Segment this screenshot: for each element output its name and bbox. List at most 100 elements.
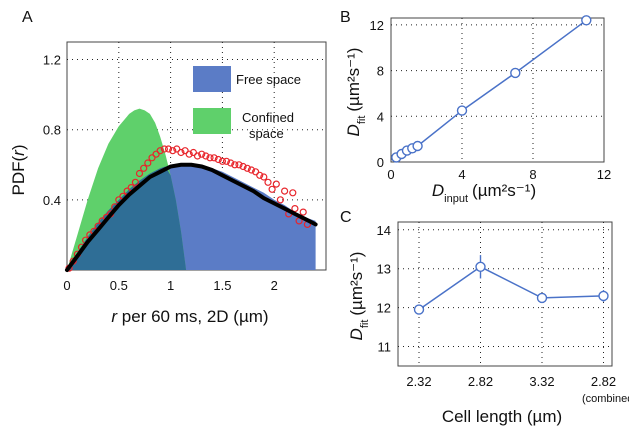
- panel-a-y-axis-label: PDF(r): [9, 144, 28, 195]
- panel-a-x-label-symbol: r: [111, 307, 118, 326]
- data-point: [140, 164, 148, 172]
- panel-a-x-tick-label: 1.5: [213, 278, 231, 293]
- panel-b-x-label-unit: (µm²s⁻¹): [472, 181, 536, 200]
- panel-c-y-tick-label: 13: [377, 262, 391, 277]
- data-point: [210, 154, 218, 162]
- legend-swatch-free: [193, 66, 231, 92]
- panel-b-marker: [510, 67, 521, 79]
- panel-b-y-label-symbol: D: [344, 124, 363, 136]
- panel-c-marker: [413, 304, 425, 315]
- panel-b-marker: [412, 140, 423, 152]
- data-point: [135, 169, 144, 178]
- legend-label-confined: Confined space: [242, 110, 294, 141]
- panel-c-grid: [398, 222, 612, 366]
- panel-a-y-label-text: PDF(: [9, 156, 28, 196]
- data-point: [256, 171, 264, 179]
- panel-c-x-axis-label: Cell length (µm): [442, 407, 562, 426]
- legend-label-confined-line: Confined: [242, 110, 294, 125]
- panel-b-y-label-unit: (µm²s⁻¹): [344, 48, 363, 112]
- panel-a-x-tick-label: 1: [167, 278, 174, 293]
- data-point: [268, 185, 276, 193]
- data-point: [148, 154, 156, 162]
- panel-c-y-tick-label: 12: [377, 301, 391, 316]
- panel-c-marker: [536, 292, 548, 304]
- panel-c-y-axis-label: Dfit (µm²s⁻¹): [347, 252, 371, 341]
- panel-c-marker: [598, 290, 609, 302]
- panel-a-ticks: 0 0.5 1 1.5 2 0.4 0.8 1.2: [43, 53, 278, 293]
- panel-b-y-tick-label: 8: [377, 64, 384, 79]
- panel-b: B 0 4 8 12 0 4 8 12 Dinput (µm²s⁻¹) Dfit (µm²s⁻¹): [340, 9, 611, 205]
- panel-a-x-label-text: per 60 ms, 2D (µm): [117, 307, 269, 326]
- data-point: [218, 157, 226, 165]
- data-point: [160, 145, 168, 153]
- data-point: [181, 147, 189, 155]
- panel-c-x-tick-label: 2.32: [406, 374, 431, 389]
- panel-letter-b: B: [340, 9, 351, 26]
- panel-a-series: [65, 108, 318, 272]
- data-point: [152, 150, 160, 158]
- data-point: [206, 154, 214, 162]
- data-point: [164, 145, 173, 153]
- data-point: [247, 166, 255, 174]
- data-point: [235, 161, 243, 169]
- panel-b-x-label-text: Dinput (µm²s⁻¹): [432, 181, 536, 205]
- panel-c-x-tick-label: 2.82: [591, 374, 616, 389]
- panel-c-x-tick-label: 2.82: [468, 374, 493, 389]
- data-point: [222, 157, 231, 165]
- panel-letter-a: A: [22, 9, 33, 26]
- data-point: [189, 148, 197, 157]
- panel-c: C 2.32 2.82 3.32 2.82 (combined) 11 12 13 14 Cel…: [340, 209, 629, 426]
- data-point: [173, 145, 181, 153]
- panel-c-y-label-unit: (µm²s⁻¹): [347, 252, 366, 316]
- data-point: [289, 189, 297, 197]
- panel-c-y-tick-label: 11: [378, 340, 392, 355]
- data-point: [272, 180, 280, 188]
- data-point: [291, 205, 299, 213]
- panel-b-x-tick-label: 12: [597, 167, 611, 182]
- panel-a-x-axis-label: r per 60 ms, 2D (µm): [111, 307, 268, 326]
- data-point: [264, 178, 272, 186]
- panel-a-x-tick-label: 0: [63, 278, 70, 293]
- panel-b-x-label-symbol: D: [432, 181, 444, 200]
- data-point: [144, 159, 152, 167]
- panel-b-line: [395, 19, 587, 159]
- data-point: [202, 152, 210, 160]
- panel-letter-c: C: [340, 209, 352, 226]
- legend-label-confined-line: space: [249, 126, 284, 141]
- data-point: [185, 150, 193, 158]
- data-point: [260, 173, 268, 181]
- data-point: [231, 161, 239, 169]
- panel-c-y-tick-label: 14: [377, 223, 391, 238]
- panel-c-y-label-subscript: fit: [359, 320, 371, 329]
- data-point: [227, 159, 235, 167]
- panel-b-marker: [581, 15, 592, 26]
- legend-swatch-confined: [193, 108, 231, 134]
- panel-a-x-tick-label: 2: [271, 278, 278, 293]
- panel-b-y-label-subscript: fit: [356, 116, 368, 125]
- data-point: [156, 147, 164, 155]
- panel-c-ticks: 2.32 2.82 3.32 2.82 (combined) 11 12 13 14: [377, 223, 629, 405]
- data-point: [299, 208, 307, 216]
- panel-a-legend: Free space Confined space: [193, 66, 301, 141]
- panel-b-marker: [456, 105, 468, 116]
- panel-c-plot-area: [397, 221, 613, 367]
- data-point: [131, 178, 139, 186]
- data-point: [239, 162, 247, 171]
- panel-b-x-tick-label: 0: [387, 167, 394, 182]
- panel-c-x-tick-note: (combined): [582, 393, 629, 405]
- data-point: [243, 164, 251, 172]
- panel-b-x-tick-label: 8: [529, 167, 536, 182]
- panel-b-x-label-subscript: input: [444, 193, 468, 205]
- panel-b-grid: [391, 18, 604, 162]
- panel-b-y-tick-label: 4: [377, 109, 384, 124]
- panel-a-y-label-text: ): [9, 144, 28, 150]
- panel-b-y-label-text: Dfit (µm²s⁻¹): [344, 48, 368, 137]
- panel-c-marker: [475, 261, 486, 272]
- panel-a-x-tick-label: 0.5: [110, 278, 128, 293]
- panel-c-series: [413, 255, 609, 315]
- data-point: [198, 150, 206, 158]
- panel-a-y-tick-label: 0.8: [43, 123, 61, 138]
- panel-c-y-label-text: Dfit (µm²s⁻¹): [347, 252, 371, 341]
- panel-b-y-axis-label: Dfit (µm²s⁻¹): [344, 48, 368, 137]
